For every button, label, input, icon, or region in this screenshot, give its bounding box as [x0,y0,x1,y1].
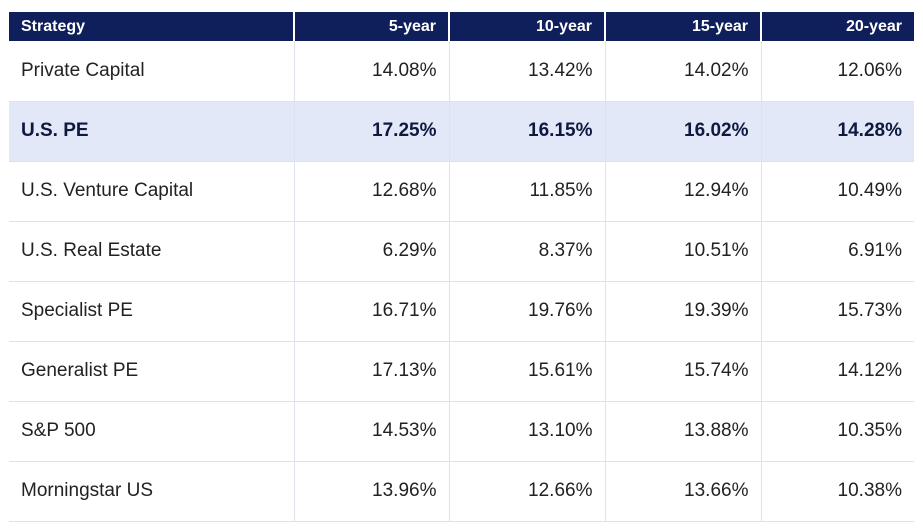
return-cell: 12.68% [294,161,450,222]
return-cell: 10.49% [761,161,914,222]
strategy-cell: Private Capital [9,41,295,102]
table-row: U.S. PE 17.25% 16.15% 16.02% 14.28% [9,101,914,162]
table-row: U.S. Real Estate 6.29% 8.37% 10.51% 6.91% [9,221,914,282]
column-header-20-year: 20-year [761,12,914,41]
strategy-cell: U.S. Venture Capital [9,161,295,222]
return-cell: 12.66% [449,461,606,522]
table-body: Private Capital 14.08% 13.42% 14.02% 12.06% U… [9,41,914,522]
return-cell: 14.08% [294,41,450,102]
return-cell: 13.88% [605,401,762,462]
returns-table: Strategy 5-year 10-year 15-year 20-year … [9,12,914,522]
return-cell: 13.42% [449,41,606,102]
return-cell: 14.02% [605,41,762,102]
return-cell: 10.51% [605,221,762,282]
return-cell: 12.94% [605,161,762,222]
return-cell: 16.15% [449,101,606,162]
return-cell: 19.39% [605,281,762,342]
table-row: Generalist PE 17.13% 15.61% 15.74% 14.12% [9,341,914,402]
return-cell: 15.61% [449,341,606,402]
return-cell: 14.12% [761,341,914,402]
table-row: S&P 500 14.53% 13.10% 13.88% 10.35% [9,401,914,462]
return-cell: 17.13% [294,341,450,402]
return-cell: 19.76% [449,281,606,342]
column-header-15-year: 15-year [605,12,762,41]
return-cell: 14.53% [294,401,450,462]
return-cell: 6.29% [294,221,450,282]
returns-table-container: Strategy 5-year 10-year 15-year 20-year … [9,12,914,522]
return-cell: 11.85% [449,161,606,222]
strategy-cell: Morningstar US [9,461,295,522]
return-cell: 14.28% [761,101,914,162]
strategy-cell: U.S. Real Estate [9,221,295,282]
return-cell: 13.10% [449,401,606,462]
return-cell: 17.25% [294,101,450,162]
column-header-5-year: 5-year [294,12,450,41]
return-cell: 16.71% [294,281,450,342]
return-cell: 15.74% [605,341,762,402]
return-cell: 10.35% [761,401,914,462]
return-cell: 6.91% [761,221,914,282]
table-header: Strategy 5-year 10-year 15-year 20-year [9,12,914,41]
strategy-cell: U.S. PE [9,101,295,162]
header-row: Strategy 5-year 10-year 15-year 20-year [9,12,914,41]
table-row: Morningstar US 13.96% 12.66% 13.66% 10.38% [9,461,914,522]
column-header-10-year: 10-year [449,12,606,41]
table-row: Private Capital 14.08% 13.42% 14.02% 12.06% [9,41,914,102]
return-cell: 13.96% [294,461,450,522]
return-cell: 12.06% [761,41,914,102]
strategy-cell: Generalist PE [9,341,295,402]
strategy-cell: Specialist PE [9,281,295,342]
strategy-cell: S&P 500 [9,401,295,462]
table-row: U.S. Venture Capital 12.68% 11.85% 12.94% 10… [9,161,914,222]
return-cell: 8.37% [449,221,606,282]
return-cell: 16.02% [605,101,762,162]
return-cell: 13.66% [605,461,762,522]
table-row: Specialist PE 16.71% 19.76% 19.39% 15.73% [9,281,914,342]
column-header-strategy: Strategy [9,12,295,41]
return-cell: 10.38% [761,461,914,522]
return-cell: 15.73% [761,281,914,342]
